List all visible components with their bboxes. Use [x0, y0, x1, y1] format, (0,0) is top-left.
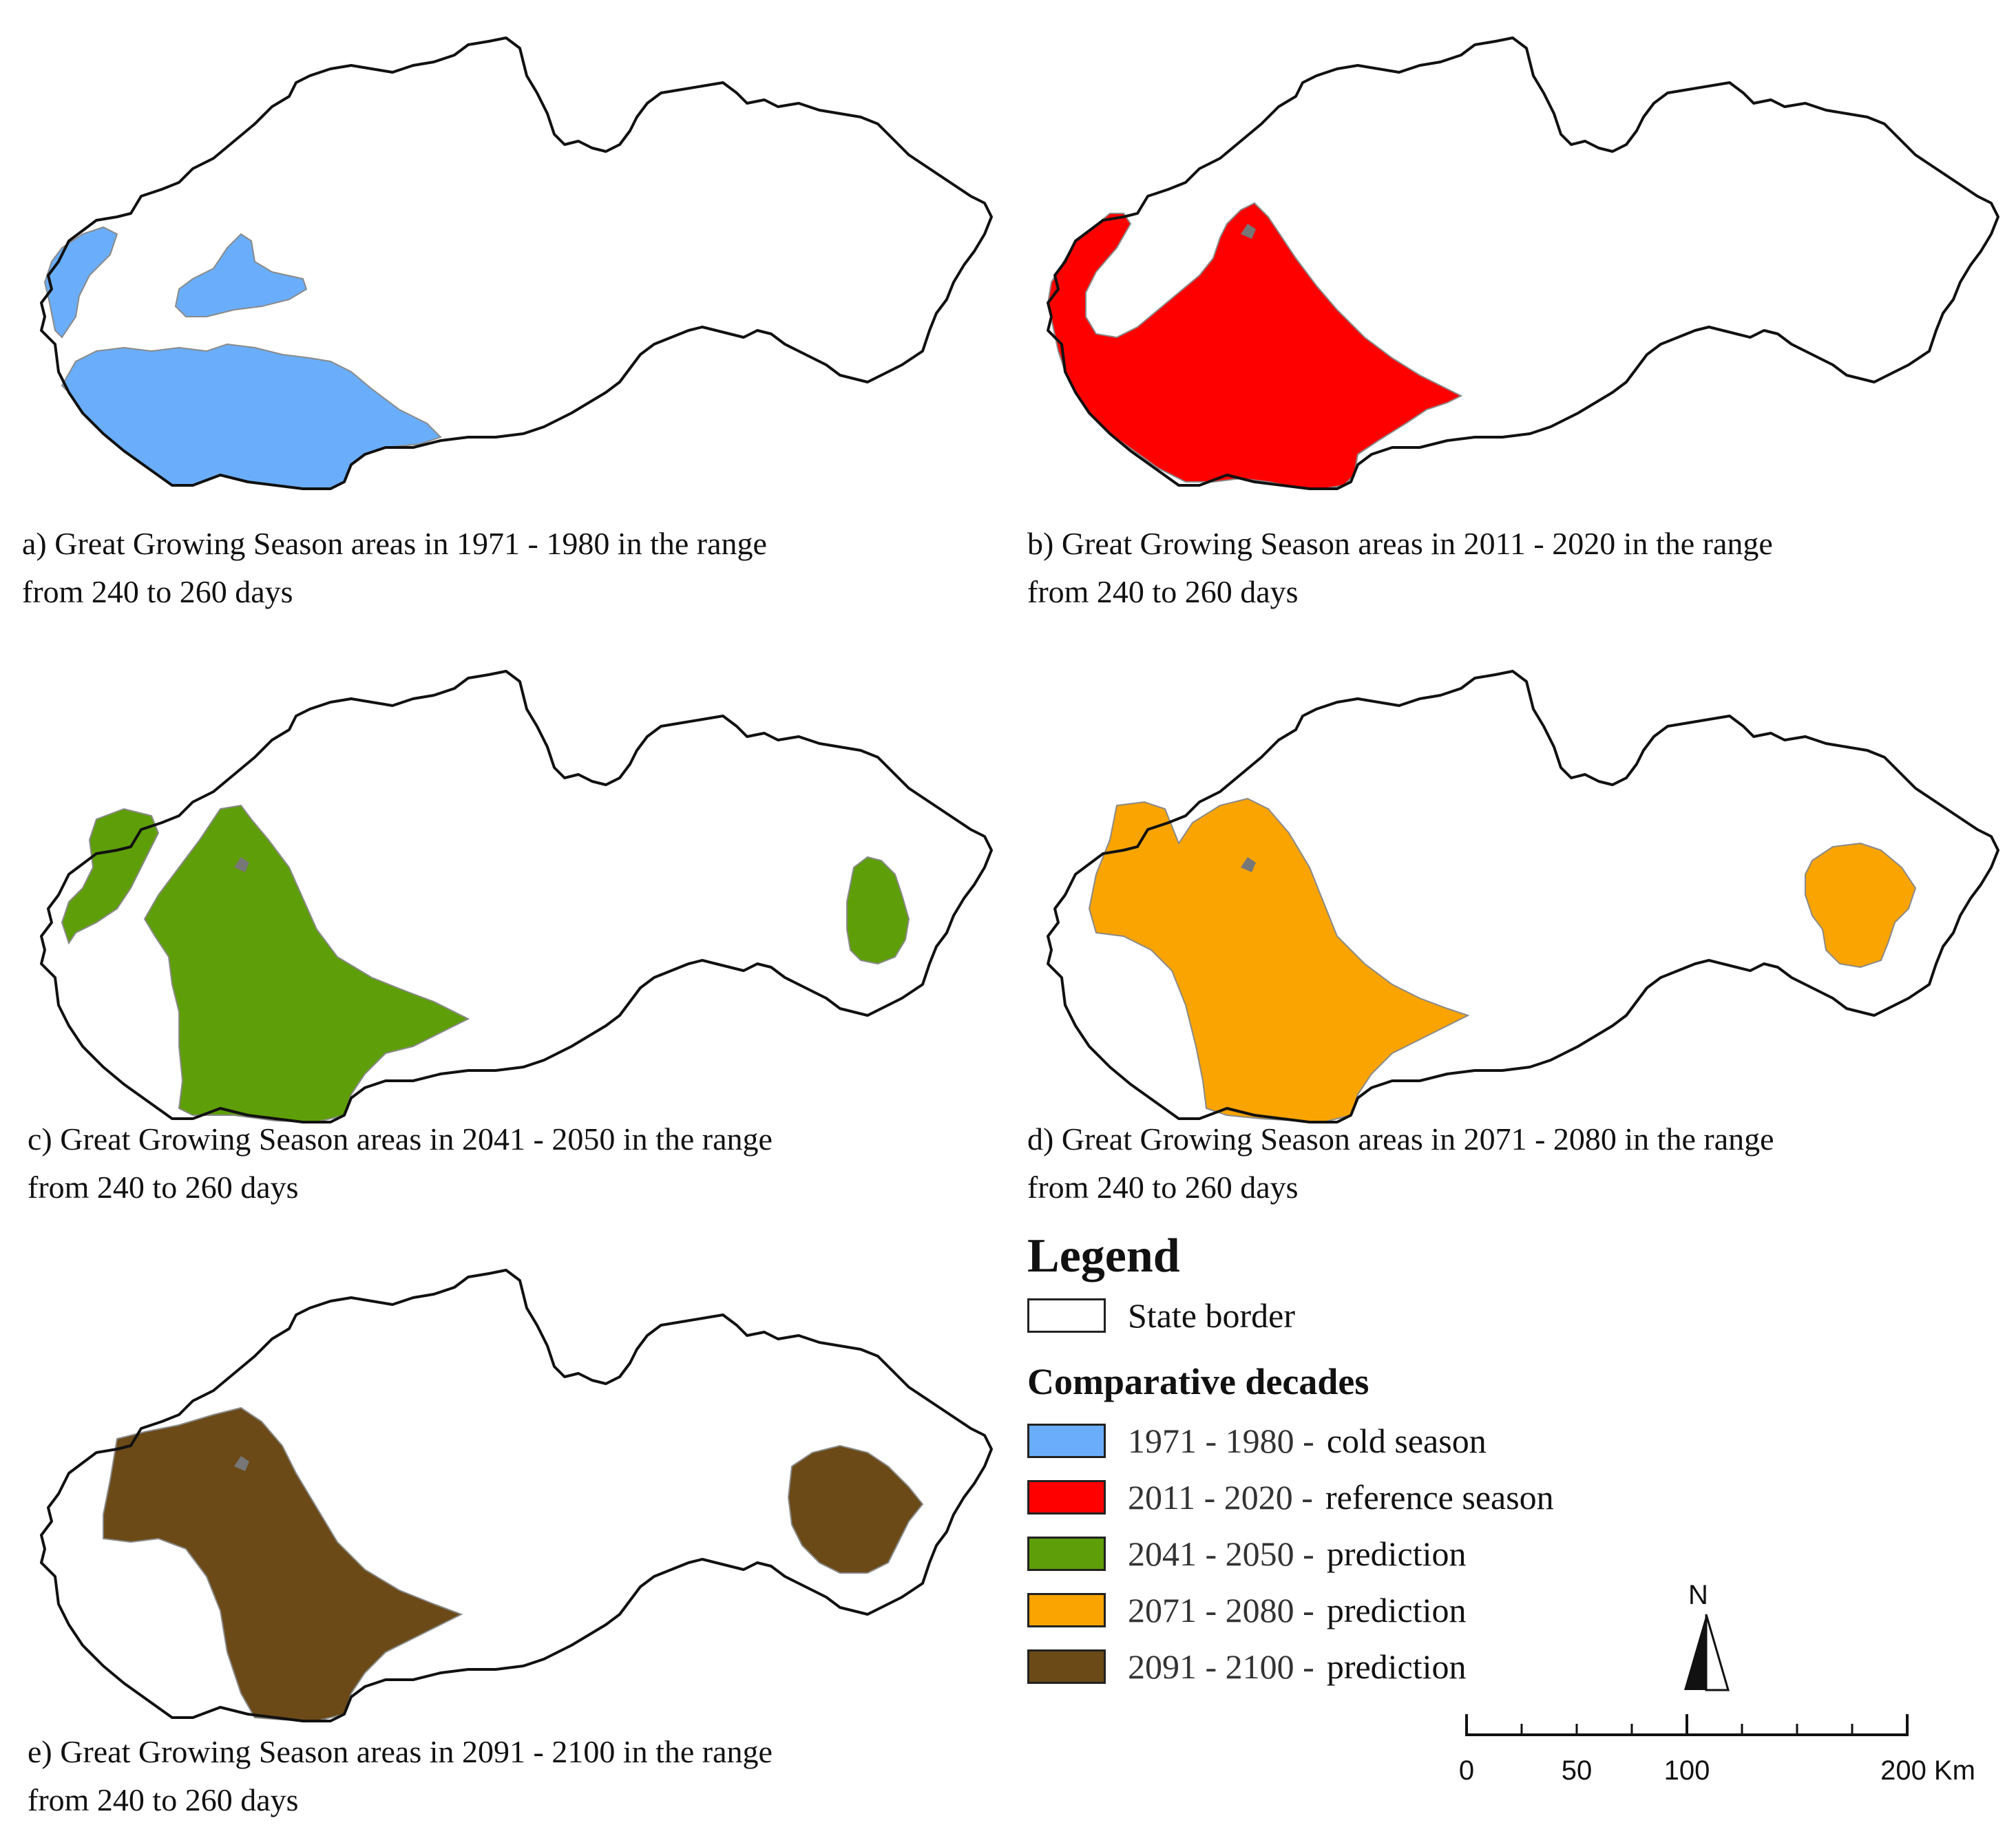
legend-row-3: 2071 - 2080 - prediction: [1027, 1582, 1716, 1638]
north-arrow-icon: [1679, 1583, 1734, 1704]
legend: Legend State border Comparative decades …: [1027, 1225, 1716, 1695]
legend-season-0: cold season: [1326, 1422, 1487, 1460]
legend-row-4: 2091 - 2100 - prediction: [1027, 1638, 1716, 1695]
scale-label-100: 100: [1663, 1755, 1710, 1786]
legend-row-2: 2041 - 2050 - prediction: [1027, 1526, 1716, 1582]
caption-d: d) Great Growing Season areas in 2071 - …: [1027, 1121, 1774, 1205]
legend-swatch-0: [1027, 1424, 1106, 1458]
region-a-north: [174, 233, 308, 317]
region-d-east: [1805, 842, 1917, 969]
caption-e: e) Great Growing Season areas in 2091 - …: [28, 1734, 773, 1817]
legend-season-1: reference season: [1325, 1478, 1554, 1517]
legend-row-state-border: State border: [1027, 1287, 1716, 1344]
legend-label-1: 2011 - 2020 - reference season: [1128, 1477, 1554, 1517]
legend-season-2: prediction: [1326, 1534, 1467, 1573]
region-b-main: [1047, 202, 1463, 490]
region-d-main: [1088, 797, 1470, 1123]
legend-decade-0: 1971 - 1980 -: [1128, 1422, 1314, 1460]
legend-decade-3: 2071 - 2080 -: [1128, 1591, 1314, 1629]
map-panel-a: [14, 28, 993, 509]
scale-label-50: 50: [1561, 1755, 1593, 1786]
region-c-main: [143, 804, 470, 1123]
state-border-swatch: [1027, 1298, 1106, 1333]
legend-decade-1: 2011 - 2020 -: [1128, 1478, 1313, 1517]
map-panel-c: [14, 661, 993, 1143]
legend-subtitle: Comparative decades: [1027, 1361, 1369, 1402]
scale-label-200: 200 Km: [1880, 1755, 1975, 1786]
legend-label-0: 1971 - 1980 - cold season: [1128, 1421, 1487, 1461]
legend-season-3: prediction: [1326, 1591, 1467, 1629]
caption-c: c) Great Growing Season areas in 2041 - …: [28, 1121, 773, 1205]
region-e-main: [103, 1406, 463, 1722]
legend-season-4: prediction: [1326, 1647, 1467, 1686]
legend-decade-4: 2091 - 2100 -: [1128, 1647, 1314, 1686]
legend-title: Legend: [1027, 1230, 1180, 1283]
state-border-label: State border: [1128, 1296, 1295, 1335]
legend-row-1: 2011 - 2020 - reference season: [1027, 1469, 1716, 1526]
legend-label-3: 2071 - 2080 - prediction: [1128, 1590, 1467, 1630]
map-panel-b: [1020, 28, 1999, 509]
legend-label-2: 2041 - 2050 - prediction: [1128, 1534, 1467, 1574]
legend-swatch-4: [1027, 1649, 1106, 1684]
region-a-south: [61, 343, 442, 489]
legend-row-0: 1971 - 1980 - cold season: [1027, 1413, 1716, 1469]
legend-decade-2: 2041 - 2050 -: [1128, 1534, 1314, 1573]
legend-swatch-3: [1027, 1593, 1106, 1627]
north-label: N: [1688, 1580, 1708, 1610]
region-a-west: [43, 226, 118, 339]
caption-a: a) Great Growing Season areas in 1971 - …: [22, 526, 767, 609]
caption-b: b) Great Growing Season areas in 2011 - …: [1027, 526, 1773, 609]
map-panel-d: [1020, 661, 1999, 1143]
map-panel-e: [14, 1260, 993, 1742]
scale-label-0: 0: [1458, 1755, 1475, 1786]
region-e-east: [787, 1444, 924, 1574]
region-c-east: [846, 856, 910, 965]
legend-label-4: 2091 - 2100 - prediction: [1128, 1647, 1467, 1687]
legend-swatch-2: [1027, 1537, 1106, 1571]
legend-swatch-1: [1027, 1480, 1106, 1515]
